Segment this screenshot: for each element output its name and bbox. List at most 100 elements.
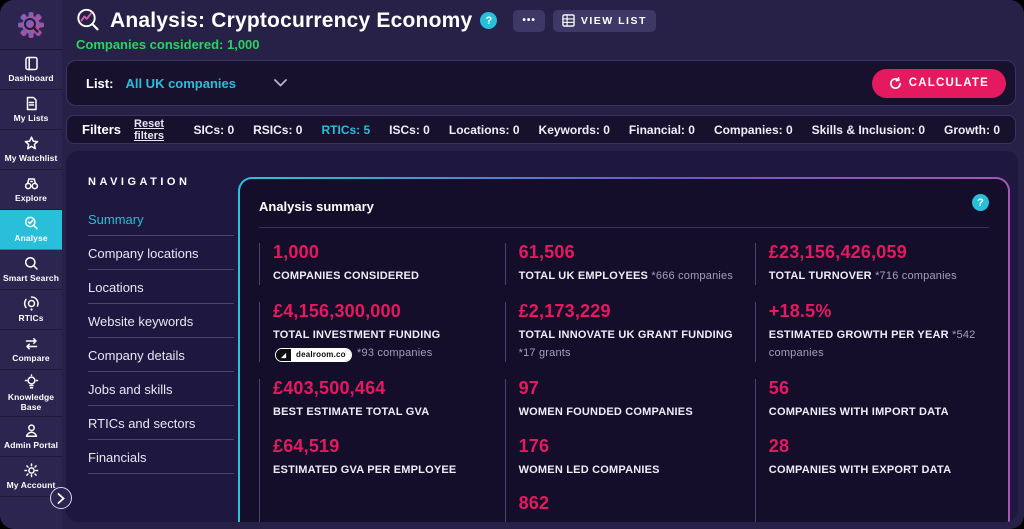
filter-sics[interactable]: SICs: 0 xyxy=(193,122,235,137)
dealroom-badge[interactable]: dealroom.co xyxy=(275,348,352,363)
view-list-button[interactable]: VIEW LIST xyxy=(552,9,656,32)
table-list-icon xyxy=(562,14,575,27)
sidebar-item-analyse[interactable]: Analyse xyxy=(0,210,62,250)
navigation-title: NAVIGATION xyxy=(88,176,191,188)
stat-label: COMPANIES WITH IMPORT DATA xyxy=(768,406,949,419)
stat-total-turnover: £23,156,426,059 TOTAL TURNOVER *716 compa… xyxy=(768,242,989,285)
navigation-items: Summary Company locations Locations Website… xyxy=(88,202,234,474)
stat-label: TOTAL INVESTMENT FUNDING dealroom.co *93… xyxy=(273,327,489,363)
stat-companies-considered: 1,000 COMPANIES CONSIDERED xyxy=(273,242,489,285)
page-header: Analysis: Cryptocurrency Economy ? ••• V… xyxy=(62,0,1024,52)
nav-item-locations[interactable]: Locations xyxy=(88,270,234,304)
sidebar-item-admin-portal[interactable]: Admin Portal xyxy=(0,417,62,457)
compare-arrows-icon xyxy=(23,335,40,352)
stat-total-uk-employees: 61,506 TOTAL UK EMPLOYEES *666 companies xyxy=(518,242,739,285)
nav-item-company-details[interactable]: Company details xyxy=(88,338,234,372)
stat-companies-with-export-data: 28 COMPANIES WITH EXPORT DATA xyxy=(768,436,989,479)
sidebar-item-rtics[interactable]: RTICs xyxy=(0,290,62,330)
filter-financial[interactable]: Financial: 0 xyxy=(628,122,695,137)
nav-item-summary[interactable]: Summary xyxy=(88,202,234,236)
stat-value: £4,156,300,000 xyxy=(273,301,401,322)
sidebar-item-label: Analyse xyxy=(14,233,48,244)
stat-cell: 61,506 TOTAL UK EMPLOYEES *666 companies xyxy=(504,242,739,286)
filter-keywords[interactable]: Keywords: 0 xyxy=(538,122,610,137)
stat-suffix: *666 companies xyxy=(651,269,734,282)
filters-bar: Filters Reset filters SICs: 0 RSICs: 0 RTI… xyxy=(66,115,1016,144)
stat-label: WOMEN FOUNDED COMPANIES xyxy=(518,406,693,419)
more-options-button[interactable]: ••• xyxy=(513,9,545,32)
stat-value: 61,506 xyxy=(518,242,575,262)
companies-considered-text: Companies considered: 1,000 xyxy=(76,37,260,52)
filter-locations[interactable]: Locations: 0 xyxy=(448,122,520,137)
stat-value: 56 xyxy=(768,378,790,399)
title-help-icon[interactable]: ? xyxy=(480,12,498,29)
stat-cell: 56 COMPANIES WITH IMPORT DATA 28 COMPANIES… xyxy=(754,379,989,522)
sidebar-item-knowledge-base[interactable]: Knowledge Base xyxy=(0,370,62,417)
main-column: Analysis: Cryptocurrency Economy ? ••• V… xyxy=(62,0,1024,529)
list-selector-bar: List: All UK companies CALCULATE xyxy=(66,60,1016,106)
nav-item-jobs-and-skills[interactable]: Jobs and skills xyxy=(88,372,234,406)
stat-value: £64,519 xyxy=(273,435,340,456)
stat-cell: 1,000 COMPANIES CONSIDERED xyxy=(259,242,489,286)
stats-row: £4,156,300,000 TOTAL INVESTMENT FUNDING d… xyxy=(259,301,989,363)
filter-rtics[interactable]: RTICs: 5 xyxy=(321,122,371,137)
binoculars-icon xyxy=(23,175,40,192)
navigation-panel: NAVIGATION Summary Company locations Locat… xyxy=(66,151,238,522)
stat-women-founded-companies: 97 WOMEN FOUNDED COMPANIES xyxy=(519,379,739,421)
sidebar-item-my-watchlist[interactable]: My Watchlist xyxy=(0,130,62,170)
sidebar-item-label: Dashboard xyxy=(8,73,54,84)
stat-label: WOMEN DIRECTORS *4,107 total directors xyxy=(519,519,739,522)
stat-best-estimate-total-gva: £403,500,464 BEST ESTIMATE TOTAL GVA xyxy=(273,379,489,421)
stat-value: 97 xyxy=(518,378,540,399)
calculate-button[interactable]: CALCULATE xyxy=(871,68,1006,98)
stat-label: TOTAL UK EMPLOYEES *666 companies xyxy=(518,269,734,282)
stat-value: £23,156,426,059 xyxy=(768,242,907,262)
analyse-magnifier-icon xyxy=(23,215,40,232)
list-selected-value: All UK companies xyxy=(125,75,236,91)
app-logo[interactable] xyxy=(0,0,62,50)
document-icon xyxy=(23,95,40,112)
list-select[interactable]: All UK companies xyxy=(125,76,287,91)
filter-iscs[interactable]: ISCs: 0 xyxy=(389,122,430,137)
sidebar-item-label: RTICs xyxy=(18,313,44,324)
person-icon xyxy=(23,422,40,439)
nav-item-website-keywords[interactable]: Website keywords xyxy=(88,304,234,338)
recalculate-icon xyxy=(889,76,901,89)
stat-estimated-growth-per-year: +18.5% ESTIMATED GROWTH PER YEAR *542 com… xyxy=(769,302,989,362)
nav-item-financials[interactable]: Financials xyxy=(88,440,234,474)
filter-skills-inclusion[interactable]: Skills & Inclusion: 0 xyxy=(811,122,925,137)
filter-growth[interactable]: Growth: 0 xyxy=(944,122,1000,137)
sidebar-item-label: My Lists xyxy=(13,113,49,124)
chevron-down-icon xyxy=(274,79,287,87)
network-icon xyxy=(23,295,40,312)
calculate-label: CALCULATE xyxy=(908,77,989,89)
stat-companies-with-import-data: 56 COMPANIES WITH IMPORT DATA xyxy=(769,379,989,421)
stat-total-innovate-uk-grant-funding: £2,173,229 TOTAL INNOVATE UK GRANT FUNDIN… xyxy=(519,302,739,362)
sidebar-item-my-account[interactable]: My Account xyxy=(0,457,62,497)
panel-help-icon[interactable]: ? xyxy=(972,194,989,211)
stat-value: £2,173,229 xyxy=(518,301,611,322)
sidebar-item-compare[interactable]: Compare xyxy=(0,330,62,370)
sidebar-item-label: My Watchlist xyxy=(4,153,58,164)
stat-label: TOTAL INNOVATE UK GRANT FUNDING *17 gran… xyxy=(518,329,733,359)
filter-rsics[interactable]: RSICs: 0 xyxy=(253,122,303,137)
filter-companies[interactable]: Companies: 0 xyxy=(713,122,793,137)
sidebar-item-my-lists[interactable]: My Lists xyxy=(0,90,62,130)
stat-suffix: *716 companies xyxy=(875,269,957,282)
page-title: Analysis: Cryptocurrency Economy xyxy=(110,8,473,32)
stat-estimated-gva-per-employee: £64,519 ESTIMATED GVA PER EMPLOYEE xyxy=(273,435,489,479)
sidebar-expand-button[interactable] xyxy=(50,487,72,509)
dashboard-icon xyxy=(23,55,40,72)
nav-item-company-locations[interactable]: Company locations xyxy=(88,236,234,270)
reset-filters-link[interactable]: Reset filters xyxy=(134,117,164,142)
panel-title: Analysis summary xyxy=(259,199,374,214)
nav-item-rtics-and-sectors[interactable]: RTICs and sectors xyxy=(88,406,234,440)
stats-row: £403,500,464 BEST ESTIMATE TOTAL GVA £64,… xyxy=(259,379,989,522)
filters-title: Filters xyxy=(82,122,122,137)
content-area: NAVIGATION Summary Company locations Locat… xyxy=(66,151,1018,522)
stat-label: COMPANIES WITH EXPORT DATA xyxy=(768,463,952,476)
sidebar-item-smart-search[interactable]: Smart Search xyxy=(0,250,62,290)
sidebar-item-label: Compare xyxy=(12,353,50,364)
sidebar-item-explore[interactable]: Explore xyxy=(0,170,62,210)
sidebar-item-dashboard[interactable]: Dashboard xyxy=(0,50,62,90)
